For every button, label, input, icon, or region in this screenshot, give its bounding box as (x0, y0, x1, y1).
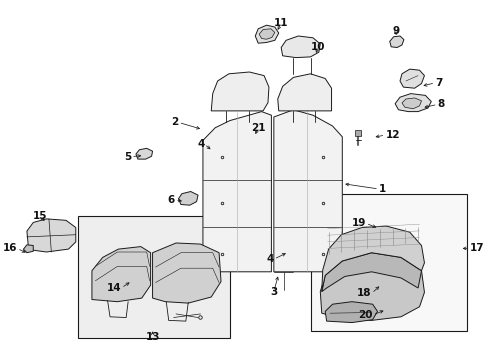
FancyBboxPatch shape (78, 216, 229, 338)
Polygon shape (399, 69, 424, 88)
Polygon shape (255, 25, 278, 43)
Polygon shape (273, 110, 342, 272)
FancyBboxPatch shape (310, 194, 466, 331)
Text: 8: 8 (437, 99, 444, 109)
Text: 18: 18 (356, 288, 371, 298)
Text: 17: 17 (468, 243, 483, 253)
Text: 1: 1 (378, 184, 386, 194)
Polygon shape (321, 253, 421, 292)
Text: 11: 11 (273, 18, 288, 28)
Text: 9: 9 (392, 26, 399, 36)
Polygon shape (394, 94, 430, 112)
Text: 10: 10 (310, 42, 325, 52)
Text: 20: 20 (357, 310, 372, 320)
Polygon shape (401, 98, 421, 109)
Polygon shape (259, 29, 274, 39)
Polygon shape (321, 226, 424, 292)
Polygon shape (320, 253, 424, 320)
Polygon shape (389, 36, 403, 48)
Polygon shape (136, 148, 152, 159)
Text: 6: 6 (167, 195, 175, 205)
Text: 13: 13 (145, 332, 160, 342)
Text: 7: 7 (434, 78, 442, 88)
Text: 2: 2 (171, 117, 178, 127)
Polygon shape (178, 192, 198, 205)
Text: 16: 16 (2, 243, 17, 253)
Polygon shape (277, 74, 331, 111)
Polygon shape (92, 247, 150, 302)
Polygon shape (325, 302, 377, 323)
Text: 5: 5 (123, 152, 131, 162)
Polygon shape (23, 245, 33, 253)
Text: 21: 21 (250, 123, 265, 133)
Text: 19: 19 (351, 218, 365, 228)
Polygon shape (152, 243, 221, 303)
Polygon shape (27, 219, 76, 252)
Text: 3: 3 (270, 287, 277, 297)
Text: 15: 15 (33, 211, 47, 221)
Text: 4: 4 (197, 139, 204, 149)
Text: 12: 12 (385, 130, 399, 140)
Polygon shape (203, 112, 271, 272)
Text: 4: 4 (266, 254, 273, 264)
Text: 14: 14 (106, 283, 121, 293)
Polygon shape (211, 72, 268, 111)
Polygon shape (281, 36, 320, 58)
